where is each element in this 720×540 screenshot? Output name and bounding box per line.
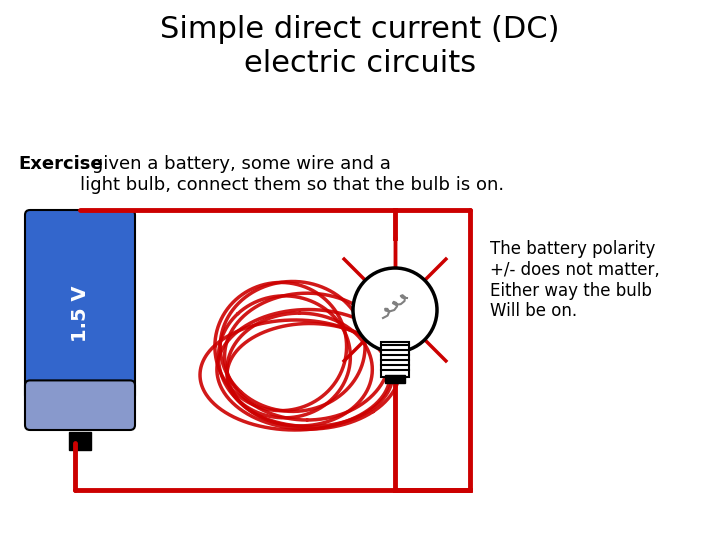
Text: The battery polarity
+/- does not matter,
Either way the bulb
Will be on.: The battery polarity +/- does not matter… [490, 240, 660, 320]
Text: : given a battery, some wire and a
light bulb, connect them so that the bulb is : : given a battery, some wire and a light… [80, 155, 504, 194]
Text: 1.5 V: 1.5 V [71, 286, 89, 342]
Circle shape [353, 268, 437, 352]
Text: Simple direct current (DC)
electric circuits: Simple direct current (DC) electric circ… [161, 15, 559, 78]
Text: Exercise: Exercise [18, 155, 103, 173]
Bar [381, 342, 409, 377]
FancyBboxPatch shape [25, 210, 135, 400]
Bar [69, 432, 91, 450]
Bar [385, 375, 405, 383]
FancyBboxPatch shape [25, 380, 135, 430]
